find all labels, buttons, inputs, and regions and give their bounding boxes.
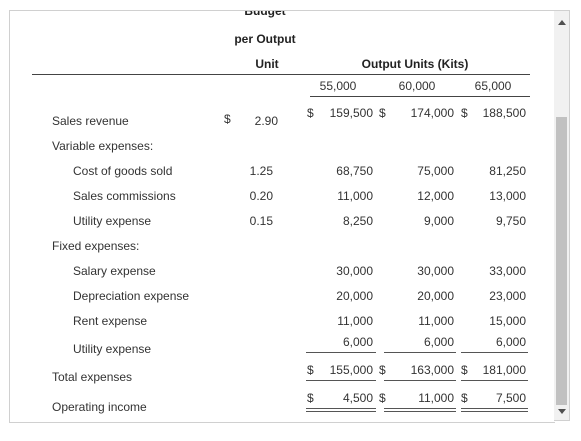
depreciation-65000: 23,000 — [489, 289, 526, 303]
budget-table-panel: Budget per Output Unit Output Units (Kit… — [9, 10, 555, 423]
sales-revenue-dollar-1: $ — [307, 106, 314, 120]
row-label-cost-of-goods-sold: Cost of goods sold — [73, 164, 173, 178]
commissions-65000: 13,000 — [489, 189, 526, 203]
total-rule-55000 — [306, 380, 376, 381]
utility-fixed-65000: 6,000 — [495, 335, 526, 349]
row-label-total-expenses: Total expenses — [52, 370, 133, 384]
income-65000: 7,500 — [495, 391, 526, 405]
subtotal-rule-55000 — [306, 352, 376, 353]
budget-table: Budget per Output Unit Output Units (Kit… — [10, 11, 555, 422]
row-label-sales-revenue: Sales revenue — [52, 114, 129, 128]
header-per-output: per Output — [234, 32, 296, 46]
total-55000: 155,000 — [329, 363, 373, 377]
row-label-depreciation-expense: Depreciation expense — [73, 289, 190, 303]
utility-fixed-60000: 6,000 — [423, 335, 454, 349]
utility-var-unit: 0.15 — [249, 214, 273, 228]
sales-revenue-unit: 2.90 — [254, 114, 278, 128]
income-rule-60000-b — [384, 411, 456, 412]
salary-65000: 33,000 — [489, 264, 526, 278]
sales-revenue-65000: 188,500 — [482, 106, 526, 120]
header-units-65000: 65,000 — [474, 79, 512, 93]
row-label-sales-commissions: Sales commissions — [73, 189, 176, 203]
scroll-down-icon[interactable] — [558, 409, 566, 414]
income-60000: 11,000 — [418, 391, 454, 405]
utility-var-65000: 9,750 — [495, 214, 526, 228]
cogs-60000: 75,000 — [417, 164, 454, 178]
utility-var-55000: 8,250 — [342, 214, 373, 228]
header-units-60000: 60,000 — [398, 79, 436, 93]
row-label-fixed-expenses: Fixed expenses: — [52, 239, 140, 253]
total-dollar-3: $ — [461, 363, 468, 377]
income-dollar-3: $ — [461, 391, 468, 405]
income-rule-55000-a — [306, 408, 376, 409]
total-60000: 163,000 — [410, 363, 454, 377]
row-label-operating-income: Operating income — [52, 400, 147, 414]
income-rule-65000-b — [461, 411, 528, 412]
income-dollar-1: $ — [307, 391, 314, 405]
subtotal-rule-65000 — [461, 352, 528, 353]
cogs-55000: 68,750 — [336, 164, 373, 178]
header-units-55000: 55,000 — [319, 79, 357, 93]
income-rule-55000-b — [306, 411, 376, 412]
sales-revenue-unit-dollar: $ — [224, 112, 231, 126]
row-label-utility-expense-variable: Utility expense — [73, 214, 152, 228]
total-rule-65000 — [461, 380, 528, 381]
row-label-salary-expense: Salary expense — [73, 264, 156, 278]
scroll-up-icon[interactable] — [558, 20, 566, 25]
cogs-unit: 1.25 — [249, 164, 273, 178]
subtotal-rule-60000 — [384, 352, 456, 353]
total-dollar-1: $ — [307, 363, 314, 377]
total-dollar-2: $ — [379, 363, 386, 377]
row-label-utility-expense-fixed: Utility expense — [73, 342, 152, 356]
commissions-unit: 0.20 — [249, 189, 273, 203]
scrollbar-thumb[interactable] — [556, 117, 567, 405]
income-rule-60000-a — [384, 408, 456, 409]
sales-revenue-dollar-2: $ — [379, 106, 386, 120]
rent-65000: 15,000 — [489, 314, 526, 328]
depreciation-60000: 20,000 — [417, 289, 454, 303]
total-rule-60000 — [384, 380, 456, 381]
units-rule — [310, 96, 530, 97]
sales-revenue-60000: 174,000 — [410, 106, 454, 120]
rent-60000: 11,000 — [418, 314, 454, 328]
header-unit: Unit — [255, 57, 279, 71]
header-budget-fragment: Budget — [244, 10, 286, 18]
salary-60000: 30,000 — [417, 264, 454, 278]
rent-55000: 11,000 — [337, 314, 373, 328]
cogs-65000: 81,250 — [489, 164, 526, 178]
sales-revenue-55000: 159,500 — [329, 106, 373, 120]
utility-var-60000: 9,000 — [423, 214, 454, 228]
commissions-55000: 11,000 — [337, 189, 373, 203]
row-label-rent-expense: Rent expense — [73, 314, 148, 328]
utility-fixed-55000: 6,000 — [342, 335, 373, 349]
row-label-variable-expenses: Variable expenses: — [52, 139, 154, 153]
depreciation-55000: 20,000 — [336, 289, 373, 303]
income-rule-65000-a — [461, 408, 528, 409]
income-55000: 4,500 — [342, 391, 373, 405]
total-65000: 181,000 — [482, 363, 526, 377]
salary-55000: 30,000 — [336, 264, 373, 278]
sales-revenue-dollar-3: $ — [461, 106, 468, 120]
commissions-60000: 12,000 — [417, 189, 454, 203]
header-output-units: Output Units (Kits) — [361, 57, 469, 71]
header-rule — [32, 74, 530, 75]
income-dollar-2: $ — [379, 391, 386, 405]
